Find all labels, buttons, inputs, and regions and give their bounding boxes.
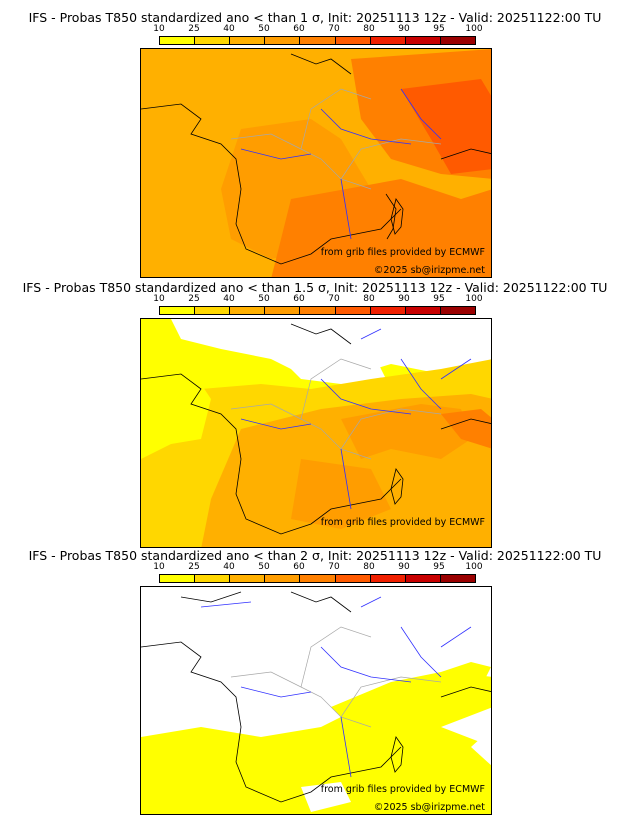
colorbar-tick: 60 [293, 294, 305, 304]
colorbar-tick: 80 [363, 24, 375, 34]
map-canvas [141, 49, 491, 277]
colorbar-swatch [265, 307, 301, 314]
colorbar-swatch [370, 37, 406, 44]
colorbar-swatch [230, 37, 266, 44]
panel-2: IFS - Probas T850 standardized ano < tha… [0, 280, 630, 550]
colorbar-tick: 40 [223, 24, 235, 34]
prob-field-60 [271, 179, 491, 277]
colorbar-tick: 10 [153, 294, 165, 304]
panel-3: IFS - Probas T850 standardized ano < tha… [0, 548, 630, 828]
colorbar-tick: 25 [188, 24, 200, 34]
colorbar-swatch [440, 307, 475, 314]
probability-map-1sigma: from grib files provided by ECMWF ©2025 … [140, 48, 492, 278]
colorbar-swatch [335, 307, 371, 314]
colorbar-tick: 60 [293, 562, 305, 572]
colorbar-tick: 80 [363, 562, 375, 572]
colorbar-swatch [405, 575, 441, 582]
colorbar-tick: 95 [433, 24, 445, 34]
rivers [240, 328, 472, 510]
colorbar-swatch [300, 37, 336, 44]
colorbar-tick: 100 [465, 294, 483, 304]
colorbar-swatch [300, 575, 336, 582]
colorbar: 10 25 40 50 60 70 80 90 95 100 [0, 24, 630, 50]
source-credit: from grib files provided by ECMWF [320, 247, 485, 258]
coastline [141, 103, 402, 265]
colorbar-tick: 25 [188, 294, 200, 304]
colorbar-swatch [335, 575, 371, 582]
colorbar-swatch [335, 37, 371, 44]
colorbar-swatch [300, 307, 336, 314]
colorbar-swatch [195, 307, 231, 314]
colorbar-tick: 70 [328, 562, 340, 572]
map-canvas [141, 319, 491, 547]
colorbar-swatch [370, 307, 406, 314]
prob-field-60 [441, 409, 491, 449]
probability-map-2sigma: from grib files provided by ECMWF ©2025 … [140, 586, 492, 815]
rivers [200, 596, 472, 778]
colorbar-swatch [370, 575, 406, 582]
probability-map-1-5sigma: from grib files provided by ECMWF [140, 318, 492, 548]
colorbar-tick: 90 [398, 562, 410, 572]
colorbar-swatch [265, 37, 301, 44]
copyright-credit: ©2025 sb@irizpme.net [373, 802, 485, 813]
copyright-credit: ©2025 sb@irizpme.net [373, 265, 485, 276]
colorbar-tick: 70 [328, 294, 340, 304]
colorbar-tick: 100 [465, 562, 483, 572]
colorbar-tick: 90 [398, 294, 410, 304]
rivers [240, 88, 442, 240]
colorbar-swatch [440, 575, 475, 582]
colorbar-swatches [159, 574, 476, 583]
colorbar-tick: 60 [293, 24, 305, 34]
colorbar-swatch [160, 307, 196, 314]
colorbar-swatch [195, 37, 231, 44]
source-credit: from grib files provided by ECMWF [320, 517, 485, 528]
map-title: IFS - Probas T850 standardized ano < tha… [28, 10, 602, 25]
colorbar-swatch [230, 575, 266, 582]
prob-field-40-north [141, 49, 261, 129]
colorbar-swatch [230, 307, 266, 314]
coastline [141, 641, 402, 803]
source-credit: from grib files provided by ECMWF [320, 784, 485, 795]
colorbar-tick: 100 [465, 24, 483, 34]
colorbar-tick: 40 [223, 294, 235, 304]
map-canvas [141, 587, 491, 814]
colorbar-tick: 25 [188, 562, 200, 572]
prob-field-none [171, 319, 491, 379]
panel-1: IFS - Probas T850 standardized ano < tha… [0, 10, 630, 280]
colorbar-swatch [405, 37, 441, 44]
colorbar-tick: 70 [328, 24, 340, 34]
colorbar-tick: 50 [258, 562, 270, 572]
colorbar-swatch [265, 575, 301, 582]
map-title: IFS - Probas T850 standardized ano < tha… [22, 280, 608, 295]
colorbar-tick: 10 [153, 24, 165, 34]
colorbar-swatches [159, 36, 476, 45]
colorbar-swatches [159, 306, 476, 315]
colorbar-tick: 50 [258, 294, 270, 304]
colorbar-tick: 95 [433, 562, 445, 572]
colorbar-tick: 40 [223, 562, 235, 572]
colorbar: 10 25 40 50 60 70 80 90 95 100 [0, 562, 630, 588]
colorbar-tick: 95 [433, 294, 445, 304]
colorbar-tick: 50 [258, 24, 270, 34]
colorbar-swatch [405, 307, 441, 314]
colorbar-swatch [160, 37, 196, 44]
coastline [141, 373, 402, 535]
colorbar-swatch [440, 37, 475, 44]
colorbar-tick: 90 [398, 24, 410, 34]
prob-field-50 [341, 404, 471, 459]
colorbar-swatch [195, 575, 231, 582]
colorbar: 10 25 40 50 60 70 80 90 95 100 [0, 294, 630, 320]
colorbar-tick: 80 [363, 294, 375, 304]
map-title: IFS - Probas T850 standardized ano < tha… [28, 548, 602, 563]
colorbar-tick: 10 [153, 562, 165, 572]
colorbar-swatch [160, 575, 196, 582]
